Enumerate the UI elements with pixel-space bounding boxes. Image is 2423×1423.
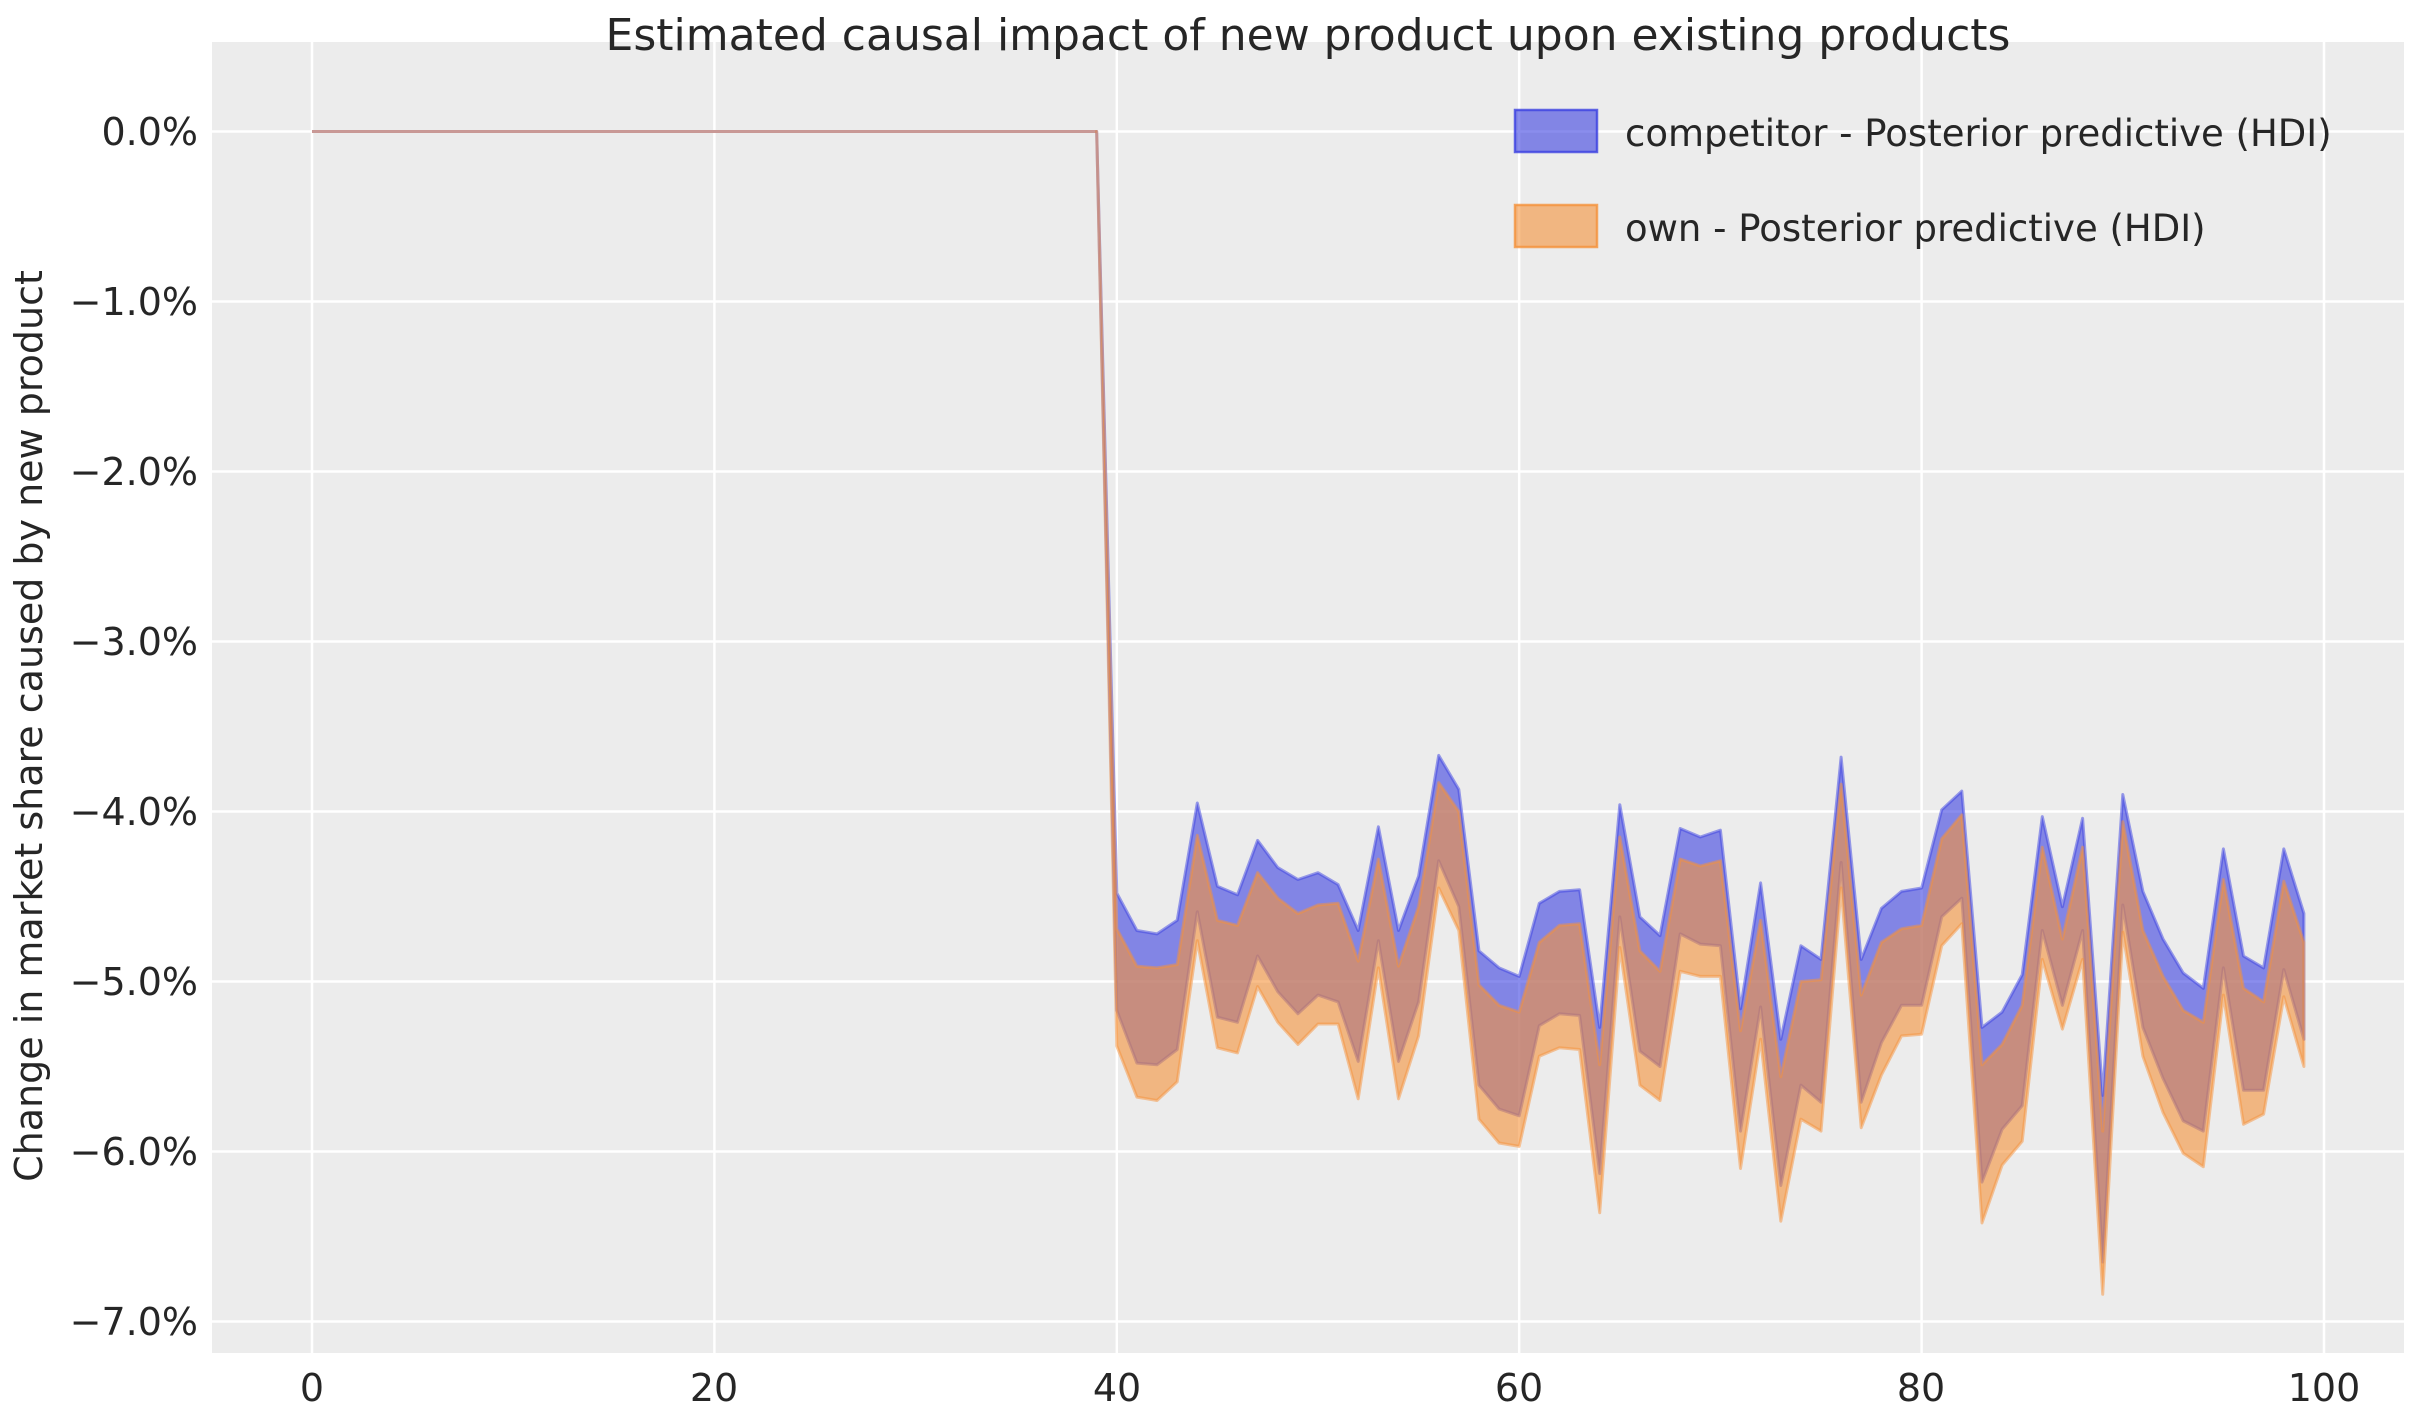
gridlines [212,42,2404,1353]
legend-swatch-competitor-icon [1513,108,1599,154]
x-tick-label: 100 [2288,1366,2361,1410]
y-tick-label: −5.0% [70,960,198,1004]
legend: competitor - Posterior predictive (HDI) … [1513,108,2332,250]
x-tick-label: 60 [1495,1366,1543,1410]
chart-title: Estimated causal impact of new product u… [606,10,2011,61]
y-tick-labels: 0.0% −1.0% −2.0% −3.0% −4.0% −5.0% −6.0%… [70,110,198,1344]
x-tick-labels: 0 20 40 60 80 100 [300,1366,2360,1410]
y-tick-label: −7.0% [70,1300,198,1344]
x-tick-label: 0 [300,1366,324,1410]
y-tick-label: −2.0% [70,450,198,494]
x-tick-label: 80 [1897,1366,1945,1410]
y-tick-label: −6.0% [70,1130,198,1174]
legend-label-competitor: competitor - Posterior predictive (HDI) [1625,112,2332,155]
y-axis-label: Change in market share caused by new pro… [7,270,51,1182]
legend-label-own: own - Posterior predictive (HDI) [1625,207,2206,250]
y-tick-label: −4.0% [70,790,198,834]
plot-area [212,42,2404,1353]
x-tick-label: 20 [690,1366,738,1410]
own-hdi-band [1095,130,2306,1296]
y-tick-label: 0.0% [101,110,198,154]
hdi-bands [312,130,2306,1296]
x-tick-label: 40 [1093,1366,1141,1410]
y-tick-label: −1.0% [70,280,198,324]
y-tick-label: −3.0% [70,620,198,664]
legend-swatch-own-icon [1513,203,1599,249]
